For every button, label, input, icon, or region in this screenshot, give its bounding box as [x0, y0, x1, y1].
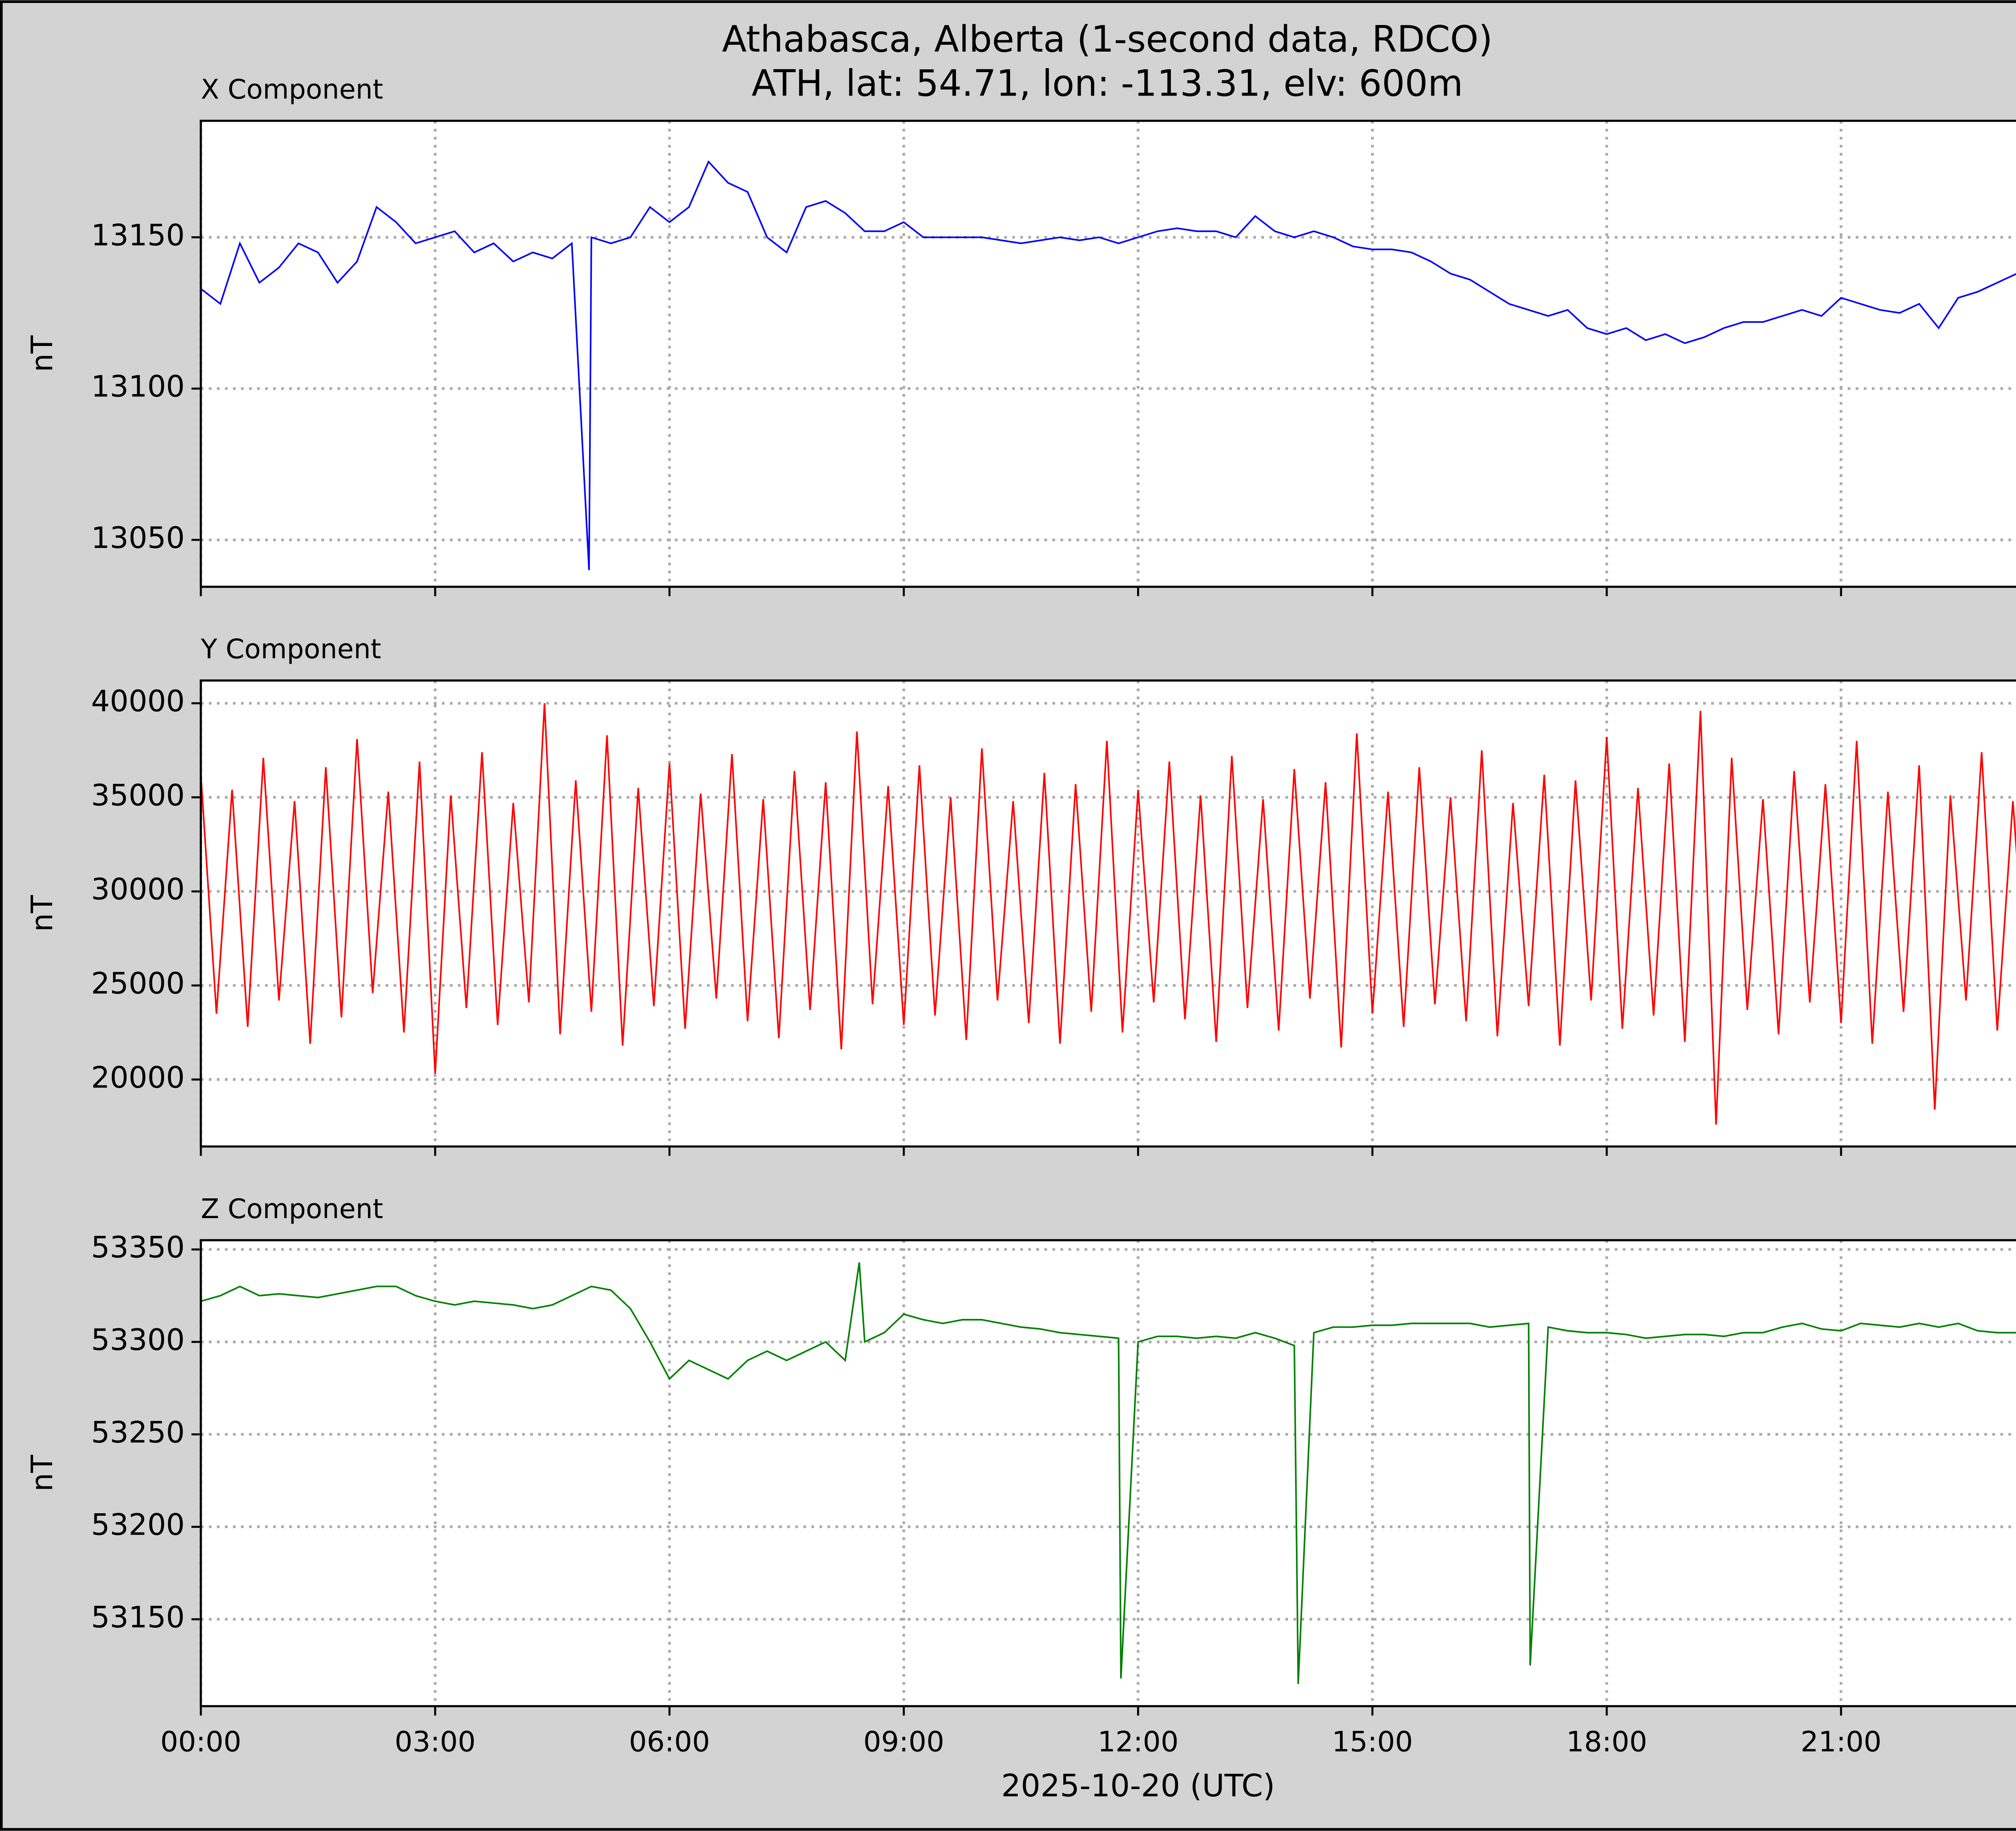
y-tick-label: 53150 — [91, 1600, 185, 1635]
plot-area — [201, 680, 2016, 1147]
x-tick-label: 00:00 — [160, 1725, 242, 1758]
x-tick-label: 18:00 — [1566, 1725, 1647, 1758]
x-tick-label: 15:00 — [1332, 1725, 1413, 1758]
panel-title: Y Component — [200, 633, 381, 665]
x-tick-label: 03:00 — [395, 1725, 476, 1758]
y-axis-label: nT — [25, 895, 60, 932]
x-tick-label: 21:00 — [1801, 1725, 1882, 1758]
y-tick-label: 25000 — [91, 967, 185, 1001]
plot-frame — [200, 679, 2016, 1148]
x-tick-label: 09:00 — [863, 1725, 944, 1758]
x-tick-label: 06:00 — [629, 1725, 710, 1758]
y-tick-label: 40000 — [91, 684, 185, 719]
y-axis-label: nT — [25, 1455, 60, 1491]
figure-title: Athabasca, Alberta (1-second data, RDCO) — [722, 19, 1493, 60]
y-tick-label: 53300 — [91, 1323, 185, 1357]
plot-area — [201, 1240, 2016, 1706]
y-tick-label: 35000 — [91, 778, 185, 812]
y-tick-label: 13050 — [91, 521, 185, 555]
y-tick-label: 53250 — [91, 1415, 185, 1450]
plot-frame — [200, 1239, 2016, 1708]
y-axis-label: nT — [25, 335, 60, 372]
y-tick-label: 30000 — [91, 873, 185, 907]
data-line — [201, 160, 2016, 571]
plot-frame — [200, 119, 2016, 588]
x-axis-label: 2025-10-20 (UTC) — [1001, 1768, 1275, 1804]
data-line — [201, 703, 2016, 1125]
plot-area — [201, 121, 2016, 587]
panel-title: X Component — [201, 74, 383, 105]
figure-subtitle: ATH, lat: 54.71, lon: -113.31, elv: 600m — [752, 63, 1463, 105]
y-tick-label: 20000 — [91, 1060, 185, 1095]
x-tick-label: 12:00 — [1098, 1725, 1179, 1758]
panel-title: Z Component — [201, 1193, 383, 1225]
data-line — [201, 1262, 2016, 1684]
y-tick-label: 13100 — [91, 370, 185, 404]
y-tick-label: 53350 — [91, 1231, 185, 1265]
y-tick-label: 53200 — [91, 1508, 185, 1542]
y-tick-label: 13150 — [91, 219, 185, 253]
